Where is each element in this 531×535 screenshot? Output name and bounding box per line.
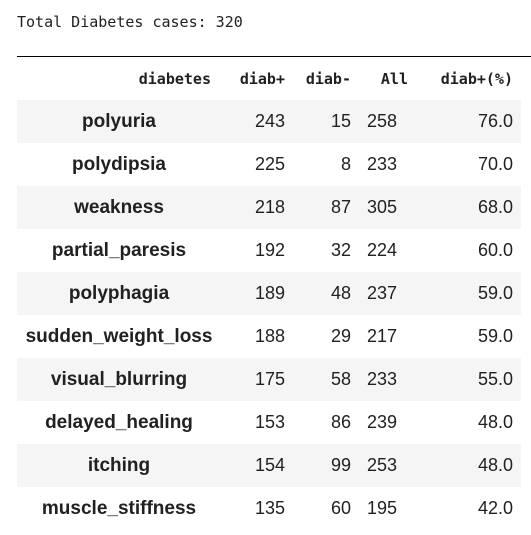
- cell-diab-pos: 189: [254, 283, 285, 303]
- cell-diab-neg: 60: [330, 498, 351, 518]
- dataframe-table: diabetes diab+ diab- All diab+(%) polyur…: [17, 57, 521, 530]
- table-top-border: [17, 56, 531, 57]
- column-header-all: All: [380, 69, 408, 88]
- row-label: itching: [87, 454, 151, 476]
- cell-diab-pos-pct: 55.0: [477, 369, 513, 389]
- cell-diab-pos-pct: 70.0: [477, 154, 513, 174]
- table-row: polyuria 243 15 258 76.0: [17, 100, 521, 143]
- cell-diab-neg: 58: [330, 369, 351, 389]
- row-label: delayed_healing: [45, 411, 193, 433]
- cell-all: 305: [367, 197, 398, 217]
- column-header-diabetes: diabetes: [138, 69, 211, 88]
- cell-all: 258: [367, 111, 398, 131]
- cell-diab-pos: 154: [254, 455, 285, 475]
- cell-diab-neg: 86: [330, 412, 351, 432]
- cell-diab-pos: 192: [254, 240, 285, 260]
- cell-diab-neg: 87: [330, 197, 351, 217]
- column-header-diab-neg: diab-: [305, 69, 351, 88]
- row-label: polydipsia: [72, 153, 166, 175]
- header-row: diabetes diab+ diab- All diab+(%): [17, 57, 521, 100]
- table-row: sudden_weight_loss 188 29 217 59.0: [17, 315, 521, 358]
- cell-all: 253: [367, 455, 398, 475]
- cell-diab-pos: 175: [254, 369, 285, 389]
- table-row: visual_blurring 175 58 233 55.0: [17, 358, 521, 401]
- cell-diab-pos-pct: 68.0: [477, 197, 513, 217]
- table-body: polyuria 243 15 258 76.0 polydipsia 225 8 233 70.…: [17, 100, 521, 530]
- cell-diab-pos-pct: 59.0: [477, 326, 513, 346]
- cell-all: 233: [367, 154, 398, 174]
- table-row: muscle_stiffness 135 60 195 42.0: [17, 487, 521, 530]
- row-label: polyphagia: [68, 282, 170, 304]
- output-summary-text: Total Diabetes cases: 320: [17, 13, 243, 31]
- table-row: delayed_healing 153 86 239 48.0: [17, 401, 521, 444]
- cell-diab-pos-pct: 48.0: [477, 455, 513, 475]
- row-label: weakness: [74, 196, 164, 218]
- row-label: muscle_stiffness: [41, 497, 197, 519]
- row-label: sudden_weight_loss: [25, 325, 213, 347]
- cell-diab-neg: 15: [330, 111, 351, 131]
- cell-all: 224: [367, 240, 398, 260]
- cell-diab-pos-pct: 42.0: [477, 498, 513, 518]
- table-row: polyphagia 189 48 237 59.0: [17, 272, 521, 315]
- table-row: polydipsia 225 8 233 70.0: [17, 143, 521, 186]
- cell-diab-pos: 225: [254, 154, 285, 174]
- table-row: partial_paresis 192 32 224 60.0: [17, 229, 521, 272]
- column-header-diab-pos: diab+: [239, 69, 285, 88]
- row-label: visual_blurring: [50, 368, 188, 390]
- cell-diab-pos-pct: 60.0: [477, 240, 513, 260]
- table-row: weakness 218 87 305 68.0: [17, 186, 521, 229]
- cell-all: 237: [367, 283, 398, 303]
- cell-all: 195: [367, 498, 398, 518]
- table-row: itching 154 99 253 48.0: [17, 444, 521, 487]
- cell-diab-neg: 29: [330, 326, 351, 346]
- cell-diab-pos-pct: 59.0: [477, 283, 513, 303]
- cell-diab-pos-pct: 76.0: [477, 111, 513, 131]
- cell-diab-pos-pct: 48.0: [477, 412, 513, 432]
- cell-diab-pos: 153: [254, 412, 285, 432]
- row-label: partial_paresis: [51, 239, 187, 261]
- cell-diab-neg: 48: [330, 283, 351, 303]
- cell-all: 217: [367, 326, 398, 346]
- cell-diab-neg: 32: [330, 240, 351, 260]
- cell-all: 233: [367, 369, 398, 389]
- cell-diab-pos: 188: [254, 326, 285, 346]
- cell-diab-neg: 99: [330, 455, 351, 475]
- table-header: diabetes diab+ diab- All diab+(%): [17, 57, 521, 100]
- cell-diab-neg: 8: [340, 154, 351, 174]
- cell-diab-pos: 243: [254, 111, 285, 131]
- row-label: polyuria: [82, 110, 156, 132]
- cell-diab-pos: 218: [254, 197, 285, 217]
- cell-all: 239: [367, 412, 398, 432]
- cell-diab-pos: 135: [254, 498, 285, 518]
- column-header-diab-pos-pct: diab+(%): [440, 69, 513, 88]
